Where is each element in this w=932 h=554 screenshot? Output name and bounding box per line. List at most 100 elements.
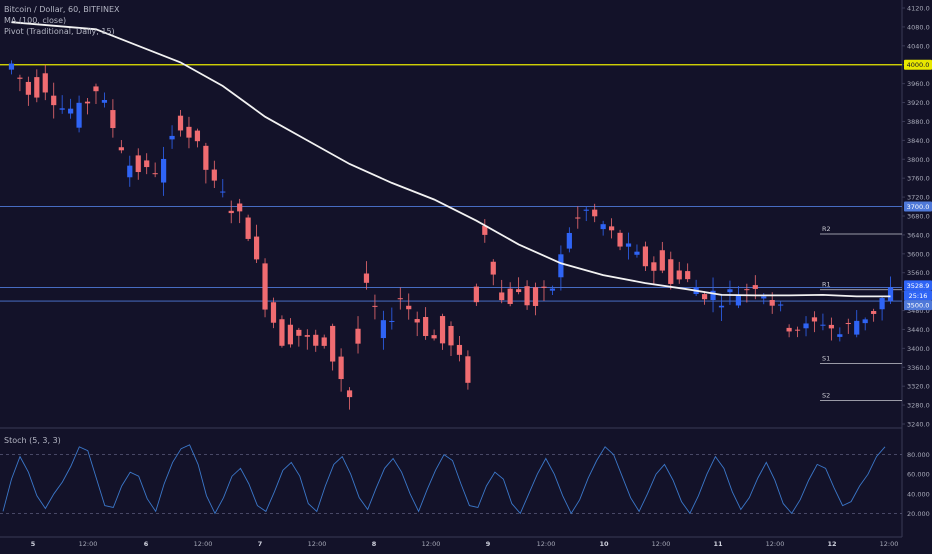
candle-body: [744, 289, 750, 291]
candle: [135, 148, 141, 180]
candle-body: [380, 320, 386, 339]
candle-body: [871, 311, 877, 314]
candle-body: [59, 108, 65, 110]
tag-3700-bg: [904, 201, 932, 212]
candle-body: [135, 155, 141, 173]
candle: [854, 310, 860, 338]
candle: [346, 387, 353, 410]
candle-body: [845, 322, 851, 324]
candle: [609, 218, 615, 239]
time-tick-label: 12: [827, 540, 836, 548]
time-tick-label: 12:00: [79, 540, 98, 548]
price-tick-label: 3560.0: [907, 269, 930, 277]
symbol-title[interactable]: Bitcoin / Dollar, 60, BITFINEX: [4, 5, 120, 14]
candle-body: [541, 286, 547, 288]
candle-body: [828, 324, 834, 329]
candle-body: [549, 288, 556, 291]
candle: [549, 285, 556, 296]
candle: [42, 64, 48, 101]
candle-body: [270, 302, 277, 323]
candle-body: [68, 108, 74, 114]
candle: [270, 297, 277, 329]
candle: [118, 140, 124, 154]
pivot-indicator-label[interactable]: Pivot (Traditional, Daily, 15): [4, 27, 115, 36]
candle: [456, 335, 463, 362]
chart-legend: Bitcoin / Dollar, 60, BITFINEX MA (100, …: [4, 4, 119, 37]
candle: [676, 261, 682, 284]
candle: [237, 198, 243, 224]
candle-body: [752, 285, 758, 289]
price-tick-label: 3640.0: [907, 231, 930, 239]
candle: [228, 200, 234, 224]
candle-body: [194, 130, 201, 142]
candle-body: [676, 270, 682, 280]
candle-body: [803, 323, 809, 329]
candle-body: [761, 296, 767, 299]
candle: [152, 162, 158, 178]
candle: [879, 295, 885, 321]
candle: [575, 206, 581, 229]
price-axis[interactable]: 3240.0 3280.0 3320.0 3360.0 3400.0 3440.0 3480…: [902, 5, 930, 429]
candle-body: [524, 286, 530, 306]
candle-body: [448, 325, 454, 346]
stoch-indicator-label[interactable]: Stoch (5, 3, 3): [4, 436, 61, 445]
candle: [820, 313, 826, 331]
price-tick-label: 3720.0: [907, 194, 930, 202]
candle: [380, 310, 386, 350]
candles[interactable]: [8, 60, 894, 410]
candle-body: [625, 243, 632, 247]
level-lines: [0, 64, 902, 302]
candle: [659, 241, 665, 274]
candle-body: [507, 288, 513, 304]
candle-body: [575, 217, 581, 219]
candle: [127, 155, 133, 187]
candle: [524, 280, 530, 310]
candle: [304, 329, 310, 350]
candle-body: [769, 300, 775, 306]
candle: [828, 317, 834, 341]
candle-body: [211, 169, 217, 181]
pivot-lines: R2 R1 S1 S2: [820, 225, 902, 401]
stoch-tick-label: 80.000: [907, 451, 930, 459]
candle: [583, 206, 589, 222]
candle: [558, 245, 564, 291]
pivot-label: R2: [822, 225, 831, 233]
candle: [887, 276, 894, 304]
candle: [110, 99, 116, 138]
time-tick-label: 9: [486, 540, 491, 548]
candle: [473, 283, 479, 306]
time-tick-label: 5: [31, 540, 36, 548]
candle: [735, 286, 741, 309]
candle-body: [786, 327, 792, 332]
price-tags: 4000.0 3700.0 3528.9 25:16 3500.0: [904, 59, 932, 311]
candle: [862, 317, 868, 331]
price-tick-label: 4040.0: [907, 42, 930, 50]
candle-body: [516, 289, 522, 293]
tag-current-price: 3528.9: [907, 282, 930, 290]
tag-3500-bg: [904, 300, 932, 311]
candle: [203, 142, 209, 184]
ma-indicator-label[interactable]: MA (100, close): [4, 16, 67, 25]
candle: [211, 160, 217, 189]
candle-body: [110, 110, 116, 129]
candle-body: [220, 191, 226, 193]
candle-body: [177, 115, 184, 131]
candle: [321, 334, 327, 349]
candle-body: [304, 335, 310, 337]
candle-body: [397, 298, 403, 300]
candle-body: [820, 324, 826, 326]
candle-body: [372, 305, 378, 307]
candle-body: [186, 126, 192, 138]
candle-body: [51, 95, 57, 106]
candle: [330, 323, 336, 371]
candle-body: [101, 100, 108, 103]
candle-body: [389, 320, 395, 322]
candle-body: [144, 160, 150, 168]
candle: [186, 116, 192, 149]
candle: [161, 146, 167, 196]
candle-body: [701, 294, 708, 300]
time-axis[interactable]: 5 12:00 6 12:00 7 12:00 8 12:00 9 12:00 10 12:00 11 1…: [31, 540, 899, 548]
